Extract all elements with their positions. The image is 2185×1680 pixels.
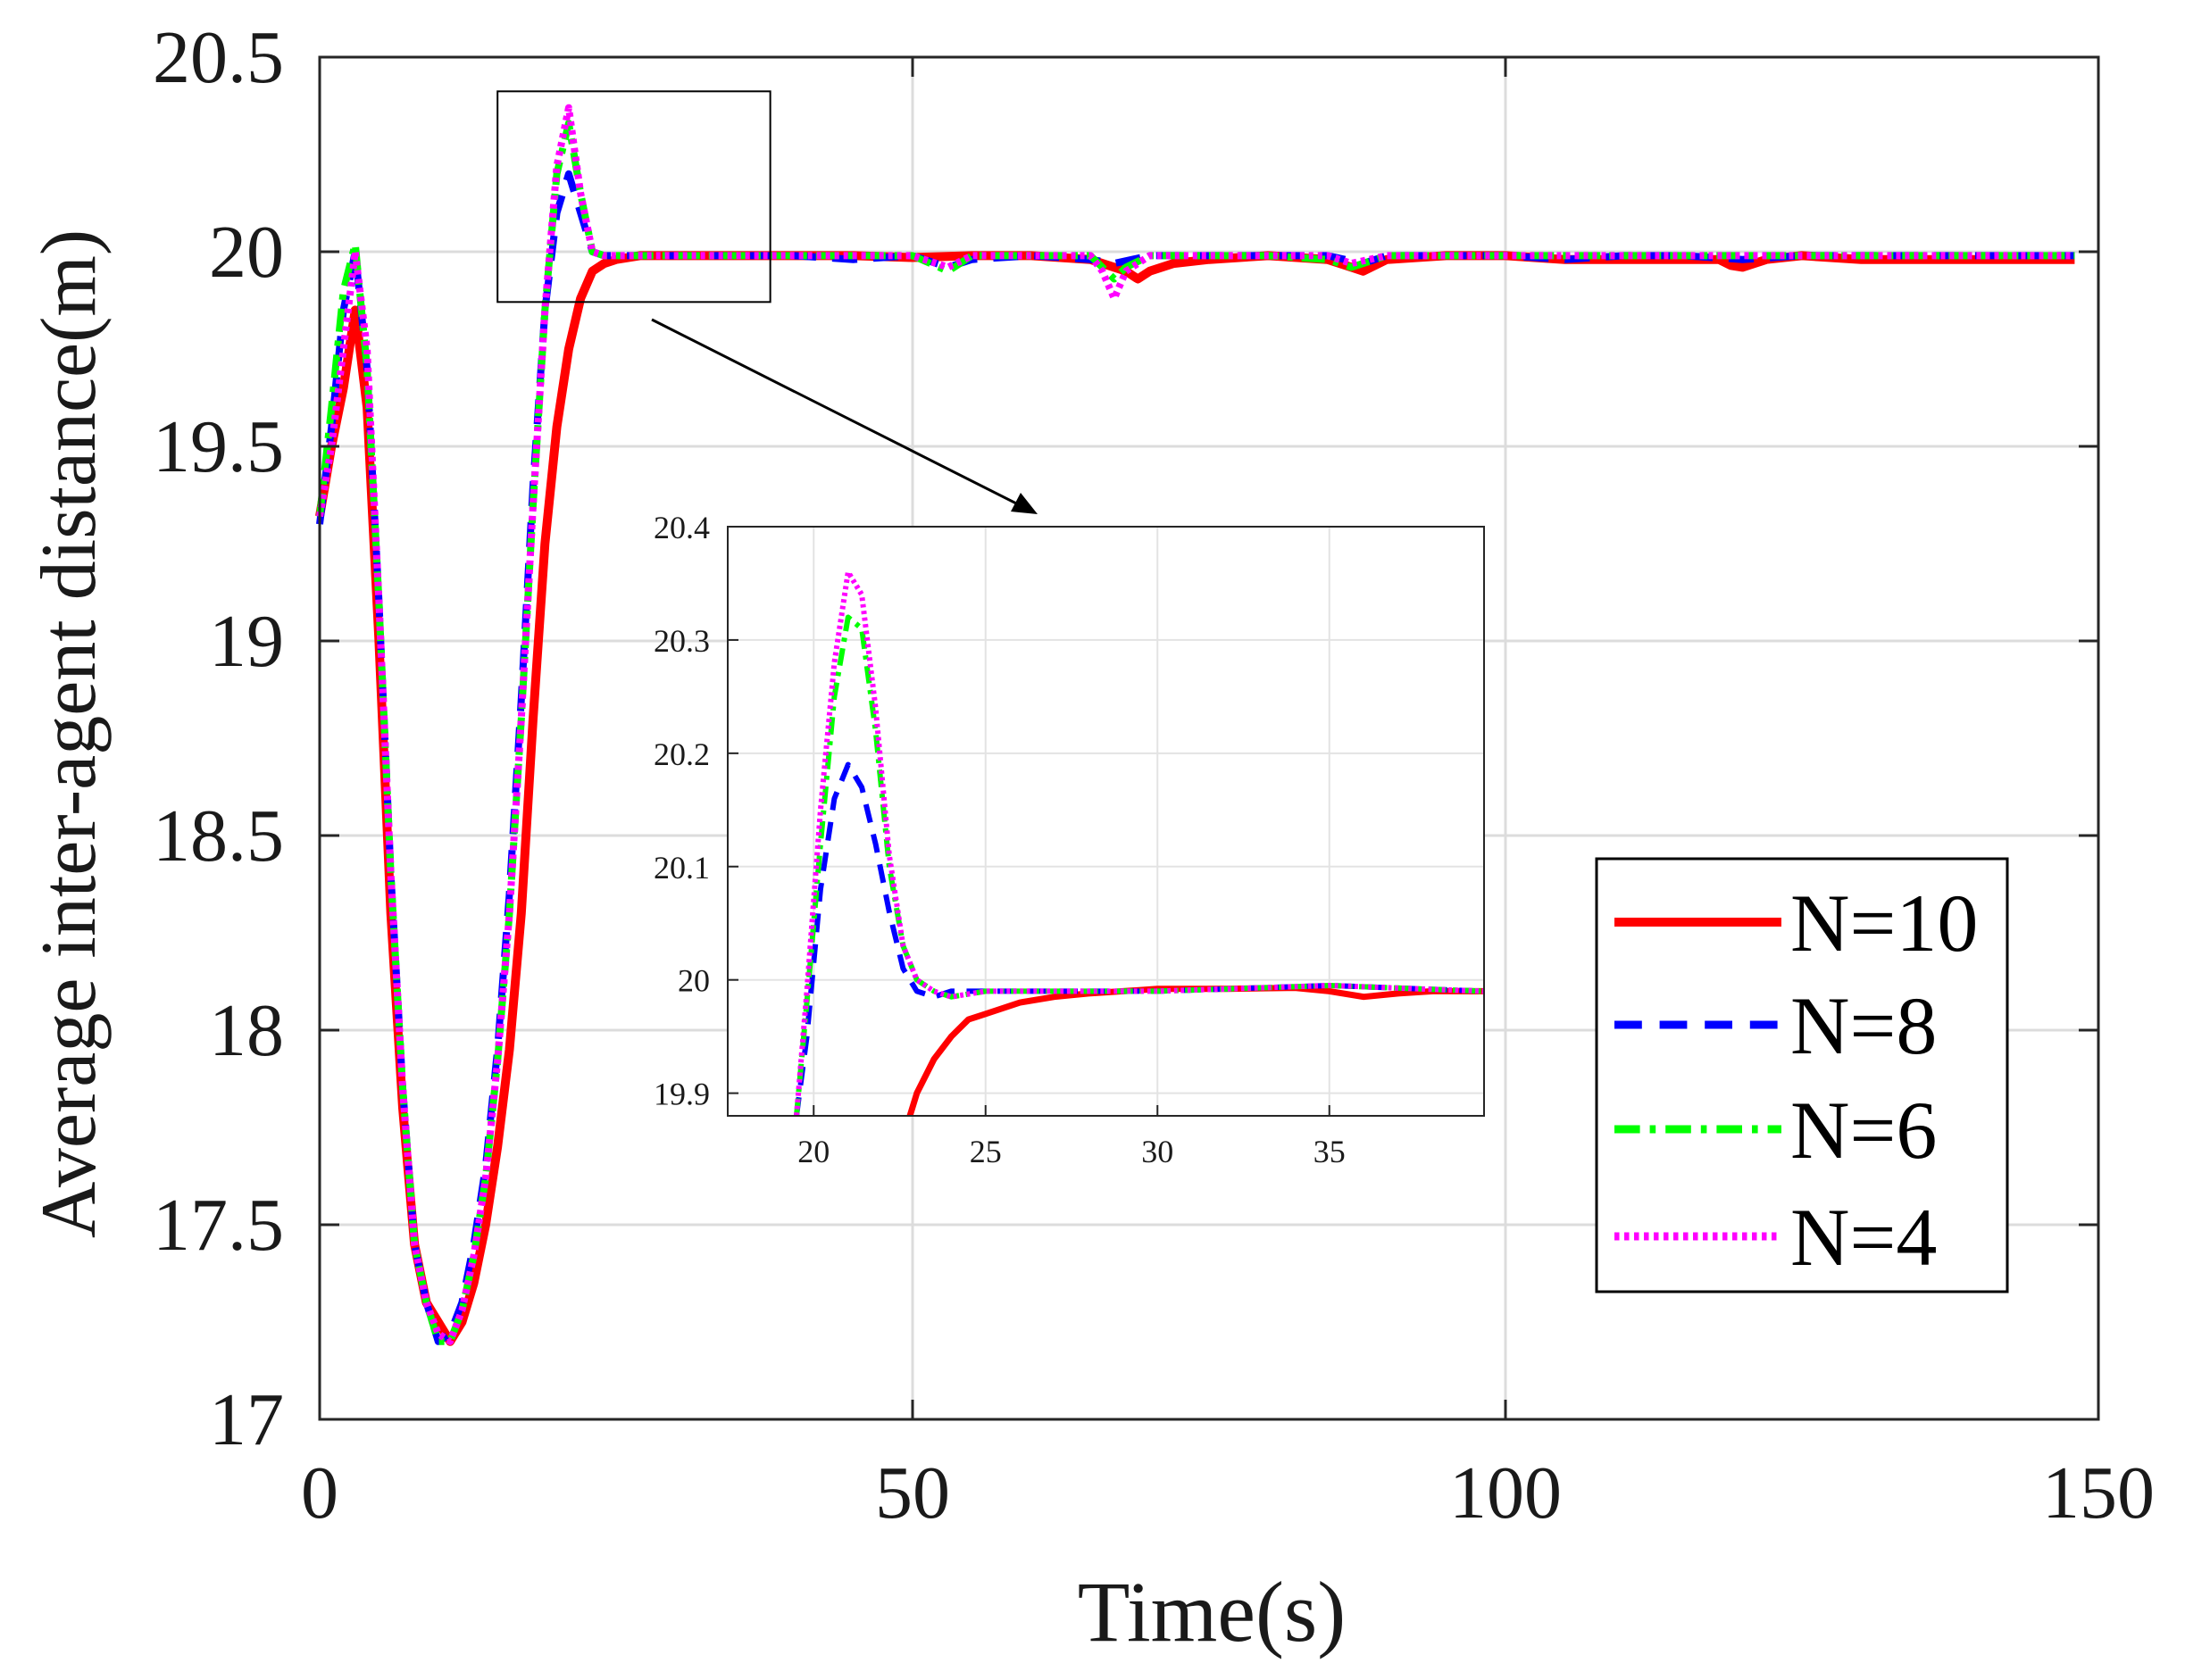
inset-ticks: 20 25 30 35 19.9 20 20.1 20.2 20.3 20.4 [654,510,1346,1169]
y-tick-label: 19 [209,600,284,683]
zoom-arrow [651,318,1038,514]
inset-y-tick-label: 20 [678,963,710,999]
inset-background [728,527,1484,1116]
inset-series-group [794,569,1484,1116]
legend-label: N=10 [1790,877,1978,969]
y-tick-label: 19.5 [153,405,284,488]
zoom-region-box [496,90,771,304]
y-tick-label: 18.5 [153,794,284,877]
inset-y-tick-label: 20.4 [654,510,710,545]
inset-y-tick-label: 20.1 [654,850,710,886]
inset-chart: 20 25 30 35 19.9 20 20.1 20.2 20.3 20.4 [654,510,1485,1169]
legend-label: N=4 [1790,1192,1937,1283]
x-tick-label: 100 [1449,1451,1562,1534]
inset-frame [727,526,1485,1117]
main-axes-frame [318,55,2100,1421]
inset-y-tick-label: 19.9 [654,1077,710,1112]
x-tick-label: 50 [875,1451,950,1534]
x-tick-label: 150 [2042,1451,2155,1534]
x-tick-label: 0 [301,1451,338,1534]
x-axis-title: Time(s) [1078,1564,1347,1659]
legend-label: N=8 [1790,980,1937,1071]
y-tick-label: 18 [209,989,284,1072]
y-axis-title: Average inter-agent distance(m) [26,229,113,1238]
y-tick-label: 17 [209,1378,284,1461]
main-series-group [315,104,2075,1346]
y-tick-label: 20.5 [153,16,284,99]
series-line-n-4 [316,104,2075,1345]
legend-box [1595,857,2009,1293]
inset-y-tick-label: 20.2 [654,736,710,772]
inset-x-tick-label: 35 [1314,1134,1346,1169]
inset-x-tick-label: 20 [797,1134,830,1169]
inset-series-line-n-6 [794,614,1484,1116]
legend-label: N=6 [1790,1085,1937,1176]
inset-y-tick-label: 20.3 [654,623,710,659]
inset-x-tick-label: 30 [1141,1134,1173,1169]
y-tick-label: 20 [209,211,284,294]
y-tick-label: 17.5 [153,1184,284,1267]
plot-frame [318,55,2100,1421]
inset-x-tick-label: 25 [970,1134,1002,1169]
legend: N=10 N=8 N=6 N=4 [1595,857,2009,1293]
main-ticks: 0 50 100 150 17 17.5 18 18.5 19 19.5 20 20.5 [153,16,2155,1534]
